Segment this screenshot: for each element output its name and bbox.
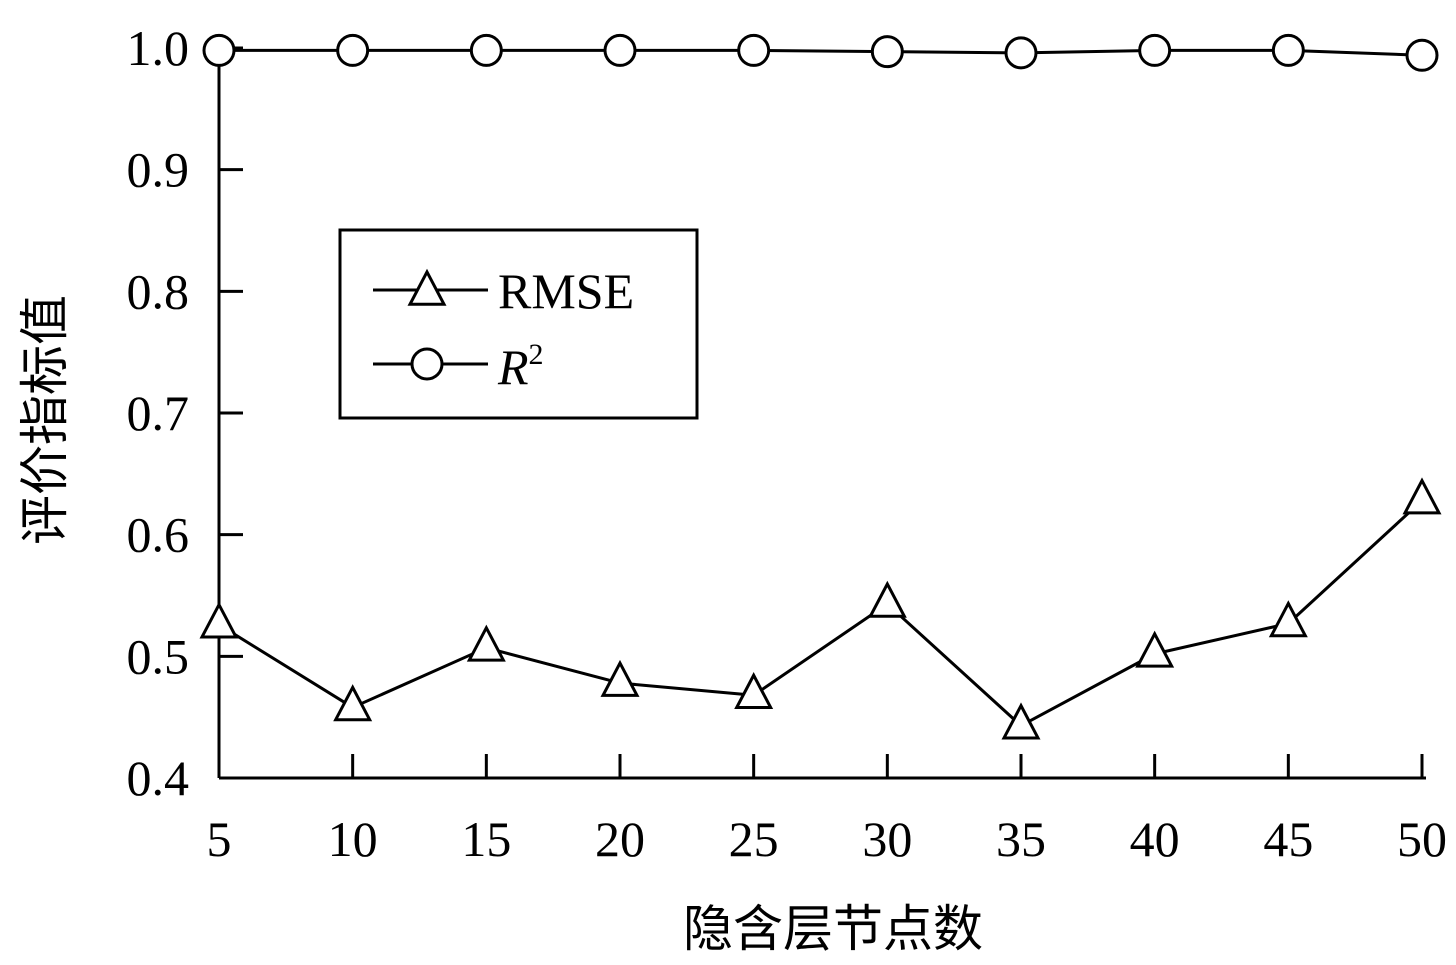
y-tick-label: 0.8 [127,263,190,319]
rmse-series-line [218,499,1424,728]
rmse-point [1135,630,1175,668]
rmse-point [199,601,239,639]
r2-point [336,33,370,67]
r2-point [469,33,503,67]
legend-r2-marker [410,347,444,381]
legend-box [338,228,699,420]
r2-point [1138,33,1172,67]
y-tick-label: 0.4 [127,750,190,806]
y-axis-ticks: 0.4 0.5 0.6 0.7 0.8 0.9 1.0 [127,20,243,806]
rmse-point [1268,600,1308,638]
r2-point [202,33,236,67]
x-tick-label: 30 [862,811,912,867]
y-axis-title: 评价指标值 [16,295,74,545]
x-tick-label: 5 [207,811,232,867]
r2-point [603,33,637,67]
y-tick-label: 0.9 [127,142,190,198]
x-tick-label: 40 [1130,811,1180,867]
x-tick-label: 15 [461,811,511,867]
x-tick-label: 35 [996,811,1046,867]
y-tick-label: 0.5 [127,628,190,684]
x-tick-label: 25 [729,811,779,867]
legend: RMSE R2 [338,228,699,420]
r2-point [1405,38,1439,72]
series-layer [199,33,1442,740]
rmse-point [333,684,373,722]
rmse-point [1402,477,1442,515]
y-tick-label: 0.7 [127,385,190,441]
legend-r2-label: R2 [497,338,544,395]
rmse-point [600,659,640,697]
rmse-point [466,624,506,662]
r2-point [1271,33,1305,67]
r2-series-line [219,48,1423,57]
x-tick-label: 45 [1263,811,1313,867]
x-tick-label: 10 [328,811,378,867]
rmse-point [867,580,907,618]
r2-point [1004,36,1038,70]
x-tick-label: 20 [595,811,645,867]
rmse-point [1001,702,1041,740]
legend-r2-label-base: R [497,339,529,395]
r2-point [870,35,904,69]
x-tick-label: 50 [1397,811,1447,867]
legend-r2-label-sup: 2 [529,338,544,371]
y-tick-label: 1.0 [127,20,190,76]
legend-rmse-label: RMSE [498,263,634,319]
rmse-point [734,672,774,710]
x-axis-title: 隐含层节点数 [683,900,983,958]
legend-rmse-marker [407,268,447,306]
r2-point [737,33,771,67]
x-axis-ticks: 5 10 15 20 25 30 35 40 45 50 [207,754,1447,867]
y-tick-label: 0.6 [127,507,190,563]
